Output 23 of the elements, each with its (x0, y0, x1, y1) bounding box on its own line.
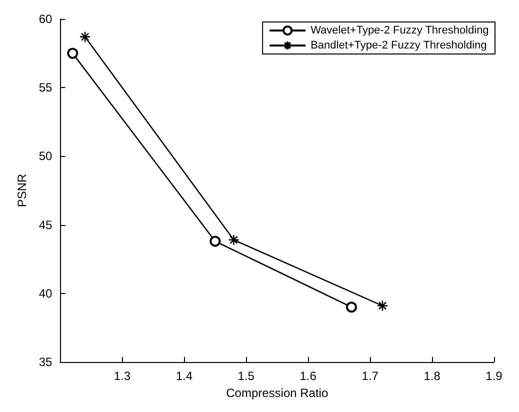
x-tick-label: 1.6 (300, 369, 317, 383)
x-tick-label: 1.3 (114, 369, 131, 383)
point (376, 300, 388, 312)
point (67, 48, 78, 59)
x-tick-label: 1.8 (424, 369, 441, 383)
legend-label: Bandlet+Type-2 Fuzzy Thresholding (310, 40, 487, 52)
y-tick-label: 55 (38, 80, 53, 95)
x-axis-title: Compression Ratio (226, 386, 328, 400)
x-tick-label: 1.7 (362, 369, 379, 383)
x-tick-label: 1.9 (486, 369, 503, 383)
y-tick-label: 40 (38, 286, 53, 300)
y-tick-label: 45 (38, 218, 53, 232)
y-axis-title: PSNR (15, 174, 29, 208)
x-tick-label: 1.5 (238, 369, 255, 383)
point (210, 236, 221, 247)
x-tick-label: 1.4 (176, 369, 193, 383)
point (346, 302, 357, 313)
y-tick-label: 35 (38, 355, 53, 369)
legend-label: Wavelet+Type-2 Fuzzy Thresholding (310, 24, 489, 36)
y-tick-label: 60 (38, 12, 53, 26)
point (228, 234, 240, 246)
point (79, 31, 91, 42)
y-tick-label: 50 (38, 149, 53, 164)
